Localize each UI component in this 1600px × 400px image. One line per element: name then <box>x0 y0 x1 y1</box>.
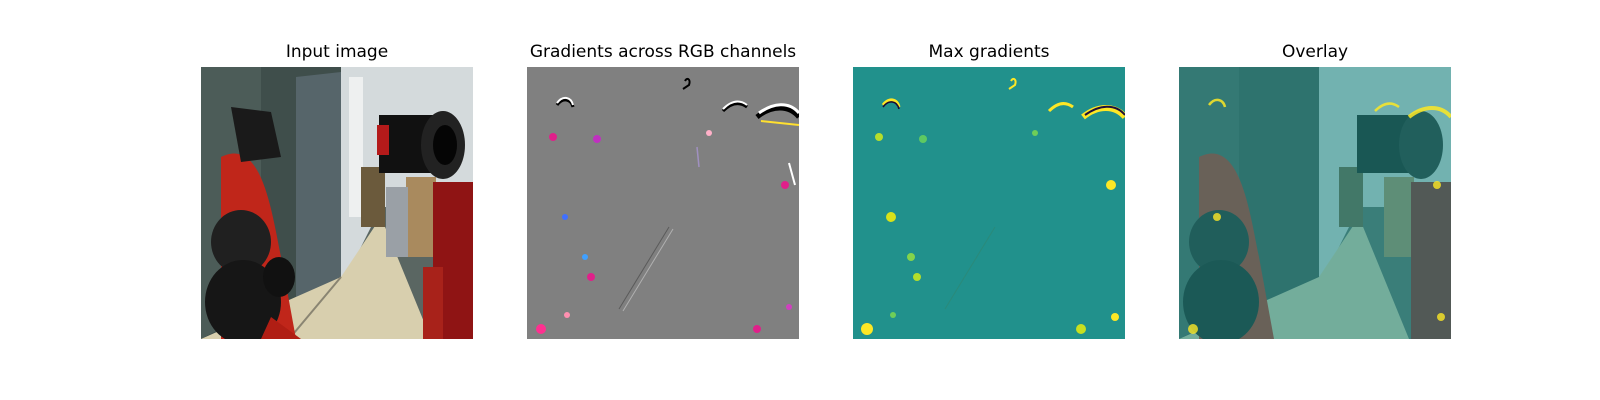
panel-title: Overlay <box>1281 42 1349 62</box>
overlay-image <box>1179 67 1451 339</box>
input-image <box>201 67 473 339</box>
panel-title: Input image <box>285 42 389 62</box>
panel-input-image: Input image <box>201 0 473 400</box>
panel-max-gradients: Max gradients <box>853 0 1125 400</box>
panel-title: Max gradients <box>928 42 1050 62</box>
max-gradient-heatmap <box>853 67 1125 339</box>
panel-rgb-gradients: Gradients across RGB channels <box>527 0 799 400</box>
panel-title: Gradients across RGB channels <box>529 42 797 62</box>
panel-overlay: Overlay <box>1179 0 1451 400</box>
rgb-gradient-map <box>527 67 799 339</box>
